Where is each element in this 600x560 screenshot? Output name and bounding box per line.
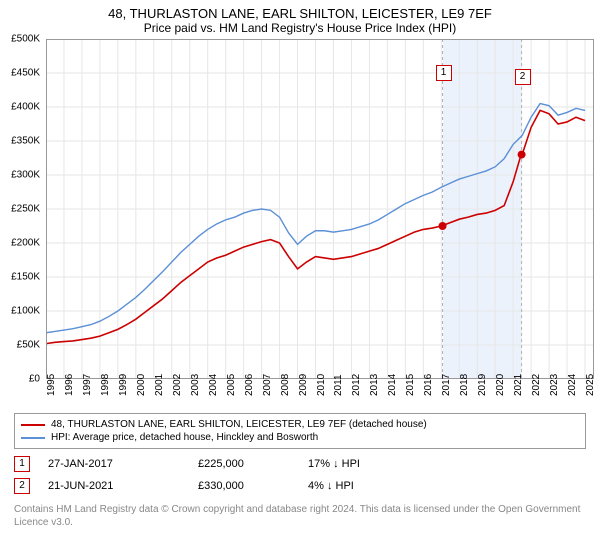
legend-label: HPI: Average price, detached house, Hinc…: [51, 432, 318, 443]
transaction-row: 1 27-JAN-2017£225,00017% ↓ HPI: [14, 453, 586, 475]
chart-title: 48, THURLASTON LANE, EARL SHILTON, LEICE…: [0, 0, 600, 21]
x-axis-label: 2016: [423, 374, 434, 396]
footnote: Contains HM Land Registry data © Crown c…: [14, 503, 586, 529]
x-axis-label: 2008: [280, 374, 291, 396]
x-axis-label: 1998: [100, 374, 111, 396]
x-axis-label: 2020: [495, 374, 506, 396]
legend-item: 48, THURLASTON LANE, EARL SHILTON, LEICE…: [21, 418, 579, 431]
transaction-price: £330,000: [198, 480, 308, 492]
legend: 48, THURLASTON LANE, EARL SHILTON, LEICE…: [14, 413, 586, 449]
x-axis-label: 2004: [208, 374, 219, 396]
x-axis-label: 1996: [64, 374, 75, 396]
transaction-pct: 4% ↓ HPI: [308, 480, 354, 492]
x-axis-label: 1999: [118, 374, 129, 396]
x-axis-label: 2012: [351, 374, 362, 396]
x-axis-label: 2014: [387, 374, 398, 396]
x-axis-label: 2019: [477, 374, 488, 396]
transaction-price: £225,000: [198, 458, 308, 470]
y-axis-label: £150K: [0, 272, 40, 283]
x-axis-label: 2023: [549, 374, 560, 396]
transaction-date: 27-JAN-2017: [48, 458, 198, 470]
chart-subtitle: Price paid vs. HM Land Registry's House …: [0, 21, 600, 39]
x-axis-label: 2002: [172, 374, 183, 396]
x-axis-label: 2018: [459, 374, 470, 396]
x-axis-label: 1997: [82, 374, 93, 396]
transaction-marker: 1: [14, 456, 30, 472]
x-axis-label: 2001: [154, 374, 165, 396]
marker-box: 2: [515, 69, 531, 85]
legend-item: HPI: Average price, detached house, Hinc…: [21, 431, 579, 444]
y-axis-label: £350K: [0, 136, 40, 147]
y-axis-label: £300K: [0, 170, 40, 181]
y-axis-label: £50K: [0, 340, 40, 351]
x-axis-label: 2005: [226, 374, 237, 396]
transaction-marker: 2: [14, 478, 30, 494]
y-axis-label: £400K: [0, 102, 40, 113]
marker-box: 1: [436, 65, 452, 81]
x-axis-label: 2003: [190, 374, 201, 396]
x-axis-label: 2010: [316, 374, 327, 396]
y-axis-label: £500K: [0, 34, 40, 45]
x-axis-label: 2009: [298, 374, 309, 396]
chart-area: £0£50K£100K£150K£200K£250K£300K£350K£400…: [46, 39, 594, 379]
transaction-pct: 17% ↓ HPI: [308, 458, 360, 470]
y-axis-label: £200K: [0, 238, 40, 249]
transaction-date: 21-JUN-2021: [48, 480, 198, 492]
x-axis-label: 1995: [46, 374, 57, 396]
x-axis-label: 2024: [567, 374, 578, 396]
y-axis-label: £250K: [0, 204, 40, 215]
y-axis-label: £100K: [0, 306, 40, 317]
x-axis-label: 2021: [513, 374, 524, 396]
x-axis-label: 2000: [136, 374, 147, 396]
x-axis-label: 2006: [244, 374, 255, 396]
transaction-row: 2 21-JUN-2021£330,0004% ↓ HPI: [14, 475, 586, 497]
x-axis-label: 2025: [585, 374, 596, 396]
x-axis-label: 2007: [262, 374, 273, 396]
transactions-table: 1 27-JAN-2017£225,00017% ↓ HPI 2 21-JUN-202…: [14, 453, 586, 497]
y-axis-label: £450K: [0, 68, 40, 79]
legend-label: 48, THURLASTON LANE, EARL SHILTON, LEICE…: [51, 419, 427, 430]
chart-svg: [46, 39, 594, 379]
x-axis-label: 2011: [333, 374, 344, 396]
x-axis-label: 2017: [441, 374, 452, 396]
x-axis-label: 2013: [369, 374, 380, 396]
y-axis-label: £0: [0, 374, 40, 385]
x-axis-label: 2022: [531, 374, 542, 396]
x-axis-label: 2015: [405, 374, 416, 396]
